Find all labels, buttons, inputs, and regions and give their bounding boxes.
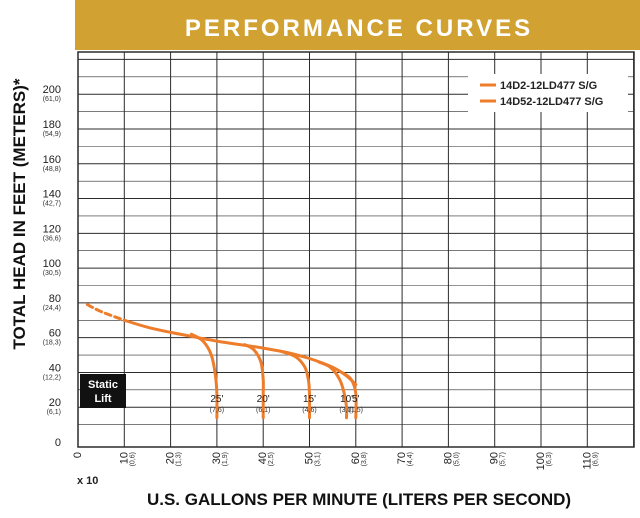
x-tick-label: 80 bbox=[442, 452, 454, 464]
main-curve-dashed bbox=[85, 303, 126, 322]
suction-lift-curve bbox=[280, 350, 312, 420]
suction-lift-curve bbox=[317, 360, 349, 420]
y-tick-label: 160 bbox=[43, 154, 61, 166]
x-multiplier: x 10 bbox=[77, 475, 98, 487]
x-tick-label: 0 bbox=[72, 452, 84, 458]
y-tick-metric: (12,2) bbox=[43, 374, 61, 381]
y-axis-title: TOTAL HEAD IN FEET (METERS)* bbox=[10, 78, 29, 349]
y-tick-metric: (54,9) bbox=[43, 131, 61, 138]
x-tick-metric: (5,7) bbox=[500, 452, 507, 466]
x-tick-label: 20 bbox=[165, 452, 177, 464]
suction-lift-curve bbox=[340, 370, 358, 420]
y-tick-label: 140 bbox=[43, 189, 61, 201]
static-lift-box bbox=[80, 374, 126, 408]
legend-label-1: 14D2-12LD477 S/G bbox=[500, 80, 597, 92]
chart-title: PERFORMANCE CURVES bbox=[185, 15, 533, 42]
y-tick-metric: (61,0) bbox=[43, 96, 61, 103]
y-tick-metric: (42,7) bbox=[43, 201, 61, 208]
x-axis-ticks: 0 10 (0,6) 20 (1,3) 30 (1,9) 40 (2,5) 50 (3,1) 60 (3… bbox=[72, 452, 599, 470]
x-tick-label: 110 bbox=[581, 452, 593, 470]
lift-metric-label: (7,6) bbox=[210, 407, 224, 414]
lift-value-label: 5' bbox=[352, 394, 360, 405]
x-tick-label: 100 bbox=[535, 452, 547, 470]
x-tick-label: 40 bbox=[257, 452, 269, 464]
legend-label-2: 14D52-12LD477 S/G bbox=[500, 96, 603, 108]
y-tick-label: 180 bbox=[43, 119, 61, 131]
static-lift-sublabel: Lift bbox=[94, 393, 111, 405]
lift-metric-label: (6,1) bbox=[256, 407, 270, 414]
x-tick-label: 30 bbox=[211, 452, 223, 464]
legend: 14D2-12LD477 S/G 14D52-12LD477 S/G bbox=[468, 74, 628, 112]
lift-metric-label: (4,6) bbox=[302, 407, 316, 414]
curves bbox=[85, 303, 358, 420]
lift-value-label: 15' bbox=[303, 394, 316, 405]
lift-value-label: 10' bbox=[340, 394, 353, 405]
y-tick-label: 60 bbox=[49, 328, 61, 340]
y-tick-metric: (48,8) bbox=[43, 166, 61, 173]
y-tick-label: 0 bbox=[55, 437, 61, 449]
lift-metric-label: (1,5) bbox=[349, 407, 363, 414]
lift-metric-label: (3,0) bbox=[339, 407, 353, 414]
x-tick-metric: (3,8) bbox=[361, 452, 368, 466]
y-tick-metric: (6,1) bbox=[47, 409, 61, 416]
y-tick-label: 40 bbox=[49, 362, 61, 374]
y-tick-metric: (36,6) bbox=[43, 235, 61, 242]
x-tick-metric: (1,9) bbox=[222, 452, 229, 466]
suction-lift-labels: 25' (7,6) 20' (6,1) 15' (4,6) 10' (3,0) 5' (1,5) bbox=[210, 394, 363, 414]
y-tick-metric: (30,5) bbox=[43, 270, 61, 277]
x-tick-label: 90 bbox=[489, 452, 501, 464]
x-tick-label: 50 bbox=[304, 452, 316, 464]
legend-background bbox=[468, 74, 628, 112]
x-tick-label: 10 bbox=[118, 452, 130, 464]
y-tick-label: 200 bbox=[43, 84, 61, 96]
y-tick-label: 80 bbox=[49, 293, 61, 305]
x-tick-metric: (3,1) bbox=[315, 452, 322, 466]
x-axis-title: U.S. GALLONS PER MINUTE (LITERS PER SECO… bbox=[147, 490, 571, 509]
y-axis-ticks: 0 20(6,1) 40(12,2) 60(18,3) 80(24,4) 100(30,5… bbox=[43, 84, 61, 449]
static-lift-label: Static bbox=[88, 379, 118, 391]
x-tick-label: 60 bbox=[350, 452, 362, 464]
x-tick-metric: (6,9) bbox=[592, 452, 599, 466]
suction-lift-curve bbox=[243, 343, 265, 420]
y-tick-metric: (18,3) bbox=[43, 340, 61, 347]
x-tick-label: 70 bbox=[396, 452, 408, 464]
suction-lift-curve bbox=[189, 332, 219, 420]
y-tick-metric: (24,4) bbox=[43, 305, 61, 312]
x-tick-metric: (1,3) bbox=[176, 452, 183, 466]
y-tick-label: 20 bbox=[49, 397, 61, 409]
y-tick-label: 120 bbox=[43, 223, 61, 235]
x-tick-metric: (5,0) bbox=[453, 452, 460, 466]
x-tick-metric: (0,6) bbox=[129, 452, 136, 466]
y-tick-label: 100 bbox=[43, 258, 61, 270]
x-tick-metric: (6,3) bbox=[546, 452, 553, 466]
title-banner bbox=[75, 0, 640, 50]
x-tick-metric: (2,5) bbox=[268, 452, 275, 466]
lift-value-label: 25' bbox=[210, 394, 223, 405]
x-tick-metric: (4,4) bbox=[407, 452, 414, 466]
lift-value-label: 20' bbox=[257, 394, 270, 405]
